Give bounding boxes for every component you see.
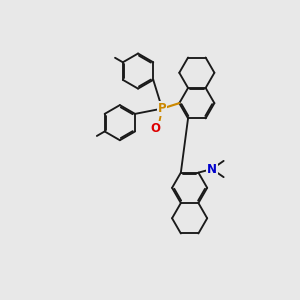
- Text: P: P: [158, 102, 167, 115]
- Text: N: N: [207, 163, 217, 176]
- Text: O: O: [150, 122, 160, 135]
